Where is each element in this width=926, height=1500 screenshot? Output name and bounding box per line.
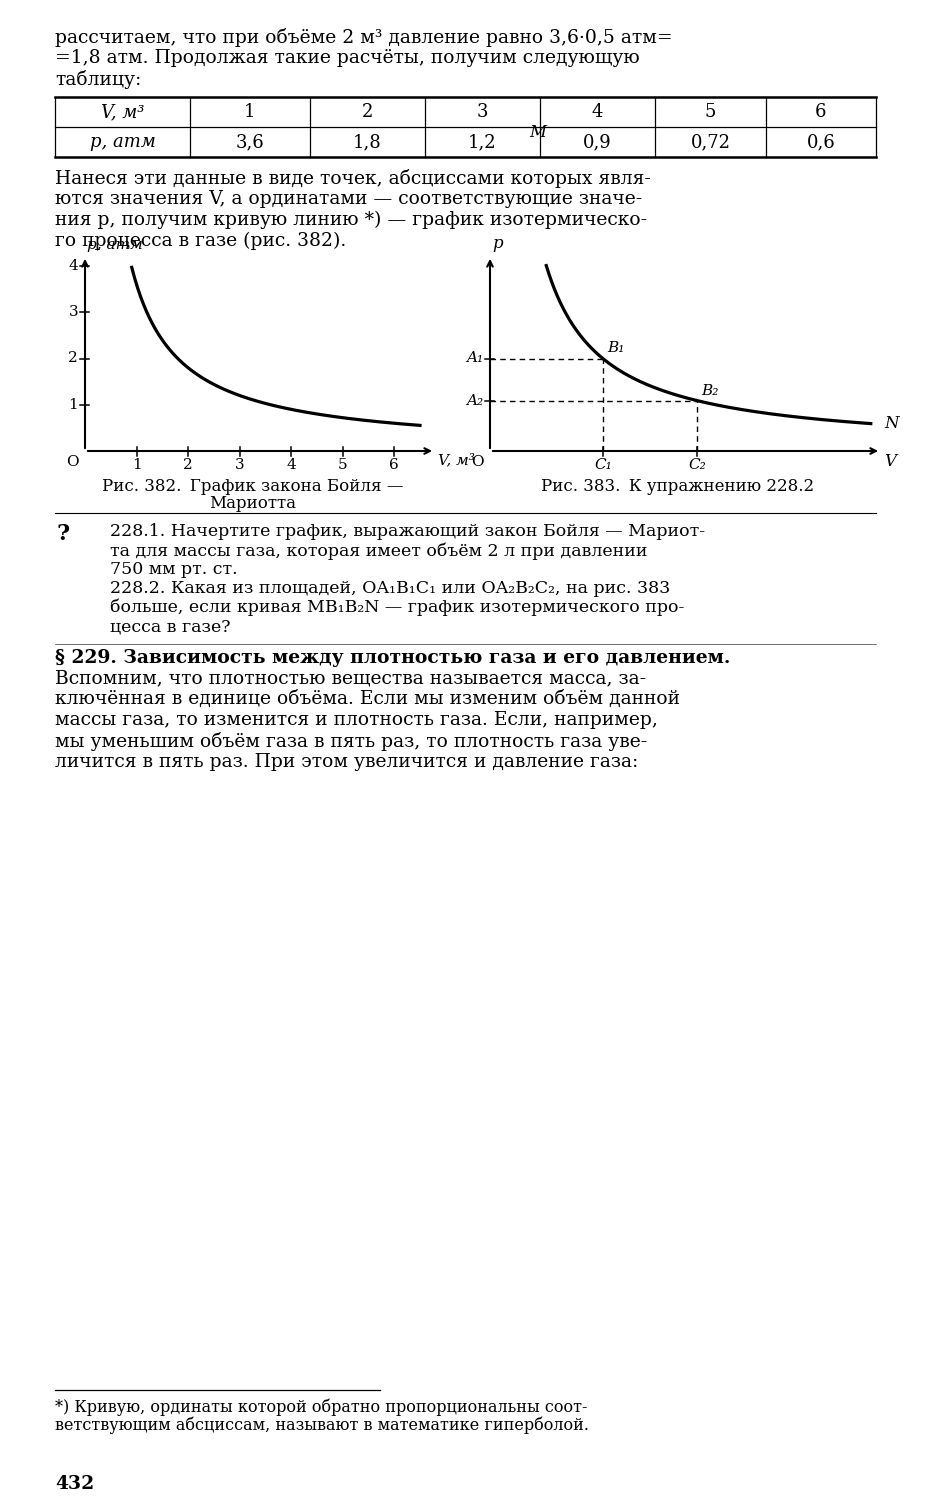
Text: 228.1. Начертите график, выражающий закон Бойля — Мариот-: 228.1. Начертите график, выражающий зако… (110, 524, 705, 540)
Text: 3: 3 (477, 104, 488, 122)
Text: 5: 5 (338, 458, 347, 472)
Text: p: p (492, 236, 503, 252)
Text: 4: 4 (69, 260, 78, 273)
Text: 750 мм рт. ст.: 750 мм рт. ст. (110, 561, 238, 578)
Text: B₁: B₁ (607, 342, 624, 355)
Text: 0,9: 0,9 (583, 134, 612, 152)
Text: C₁: C₁ (594, 458, 612, 472)
Text: V, м³: V, м³ (101, 104, 144, 122)
Text: ?: ? (57, 524, 70, 544)
Text: 4: 4 (592, 104, 603, 122)
Text: 6: 6 (389, 458, 399, 472)
Text: ния p, получим кривую линию *) — график изотермическо-: ния p, получим кривую линию *) — график … (55, 211, 647, 230)
Text: 2: 2 (69, 351, 78, 366)
Text: B₂: B₂ (701, 384, 719, 398)
Text: O: O (67, 454, 79, 470)
Text: A₁: A₁ (466, 351, 483, 366)
Text: го процесса в газе (рис. 382).: го процесса в газе (рис. 382). (55, 232, 346, 250)
Text: 6: 6 (815, 104, 827, 122)
Text: больше, если кривая MB₁B₂N — график изотермического про-: больше, если кривая MB₁B₂N — график изот… (110, 598, 684, 616)
Text: 1,8: 1,8 (353, 134, 382, 152)
Text: ветствующим абсциссам, называют в математике гиперболой.: ветствующим абсциссам, называют в матема… (55, 1416, 589, 1434)
Text: ются значения V, а ординатами — соответствующие значе-: ются значения V, а ординатами — соответс… (55, 190, 643, 208)
Text: 1: 1 (131, 458, 142, 472)
Text: рассчитаем, что при объёме 2 м³ давление равно 3,6·0,5 атм=: рассчитаем, что при объёме 2 м³ давление… (55, 28, 672, 46)
Text: мы уменьшим объём газа в пять раз, то плотность газа уве-: мы уменьшим объём газа в пять раз, то пл… (55, 732, 647, 752)
Text: Вспомним, что плотностью вещества называется масса, за-: Вспомним, что плотностью вещества называ… (55, 669, 646, 687)
Text: =1,8 атм. Продолжая такие расчёты, получим следующую: =1,8 атм. Продолжая такие расчёты, получ… (55, 50, 640, 68)
Text: 5: 5 (705, 104, 716, 122)
Text: та для массы газа, которая имеет объём 2 л при давлении: та для массы газа, которая имеет объём 2… (110, 542, 647, 560)
Text: Нанеся эти данные в виде точек, абсциссами которых явля-: Нанеся эти данные в виде точек, абсцисса… (55, 170, 651, 188)
Text: 1: 1 (244, 104, 256, 122)
Text: A₂: A₂ (466, 394, 483, 408)
Text: цесса в газе?: цесса в газе? (110, 618, 231, 634)
Text: 0,72: 0,72 (691, 134, 731, 152)
Text: таблицу:: таблицу: (55, 70, 142, 88)
Text: 2: 2 (362, 104, 373, 122)
Text: 1: 1 (69, 398, 78, 412)
Text: массы газа, то изменится и плотность газа. Если, например,: массы газа, то изменится и плотность газ… (55, 711, 657, 729)
Text: § 229. Зависимость между плотностью газа и его давлением.: § 229. Зависимость между плотностью газа… (55, 650, 731, 668)
Text: V: V (884, 453, 896, 470)
Text: 0,6: 0,6 (807, 134, 835, 152)
Text: C₂: C₂ (688, 458, 706, 472)
Text: 432: 432 (55, 1474, 94, 1492)
Text: 3: 3 (235, 458, 244, 472)
Text: 3,6: 3,6 (235, 134, 265, 152)
Text: p, атм: p, атм (87, 238, 143, 252)
Text: N: N (884, 416, 898, 432)
Text: ключённая в единице объёма. Если мы изменим объём данной: ключённая в единице объёма. Если мы изме… (55, 690, 680, 708)
Text: *) Кривую, ординаты которой обратно пропорциональны соот-: *) Кривую, ординаты которой обратно проп… (55, 1398, 587, 1416)
Text: V, м³: V, м³ (438, 453, 475, 466)
Text: M: M (529, 123, 545, 141)
Text: p, атм: p, атм (90, 134, 156, 152)
Text: 228.2. Какая из площадей, OA₁B₁C₁ или OA₂B₂C₂, на рис. 383: 228.2. Какая из площадей, OA₁B₁C₁ или OA… (110, 580, 670, 597)
Text: 3: 3 (69, 306, 78, 320)
Text: Рис. 383. К упражнению 228.2: Рис. 383. К упражнению 228.2 (542, 478, 815, 495)
Text: 4: 4 (286, 458, 296, 472)
Text: личится в пять раз. При этом увеличится и давление газа:: личится в пять раз. При этом увеличится … (55, 753, 638, 771)
Text: 2: 2 (183, 458, 193, 472)
Text: Мариотта: Мариотта (209, 495, 296, 512)
Text: 1,2: 1,2 (469, 134, 497, 152)
Text: Рис. 382. График закона Бойля —: Рис. 382. График закона Бойля — (102, 478, 403, 495)
Text: O: O (471, 454, 484, 470)
